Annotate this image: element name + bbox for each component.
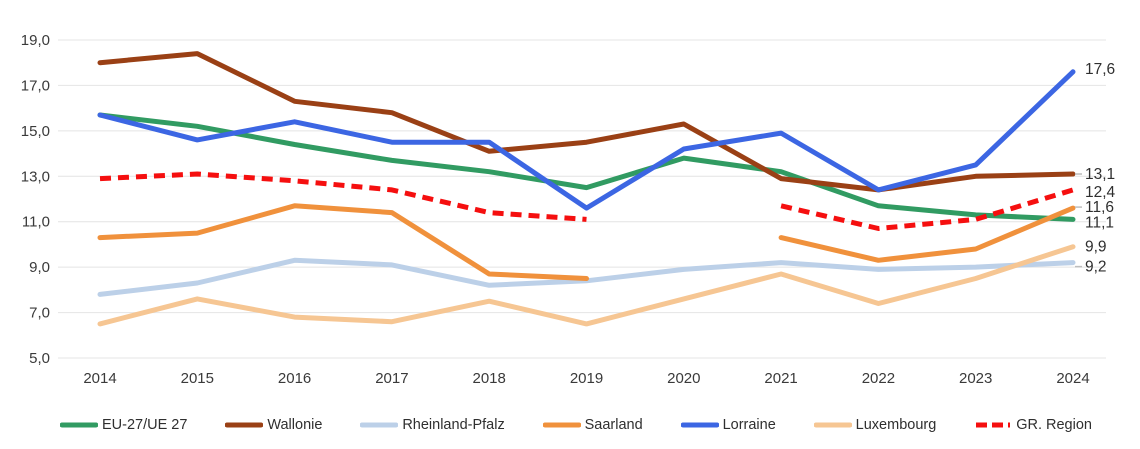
chart-legend: EU-27/UE 27 Wallonie Rheinland-Pfalz Saarla… xyxy=(60,411,1092,439)
legend-label: GR. Region xyxy=(1016,417,1092,433)
end-data-label: 12,4 xyxy=(1085,184,1116,201)
series-line-saarland xyxy=(97,203,1076,281)
legend-swatch-wallonie-line-icon xyxy=(225,422,264,428)
series-line-eu-27-ue-27 xyxy=(97,112,1076,222)
legend-item-lorraine: Lorraine xyxy=(680,417,776,433)
legend-label: Saarland xyxy=(584,417,643,433)
legend-item-saarland: Saarland xyxy=(542,417,643,433)
legend-swatch-gr-region-line-icon xyxy=(976,422,1011,428)
legend-label: Wallonie xyxy=(267,417,323,433)
legend-swatch-saarland-line-icon xyxy=(542,422,581,428)
x-axis-tick-label: 2019 xyxy=(570,370,603,387)
end-data-label: 11,6 xyxy=(1085,199,1114,216)
y-axis-tick-label: 7,0 xyxy=(29,305,50,322)
legend-label: Luxembourg xyxy=(855,417,937,433)
end-data-label: 13,1 xyxy=(1085,166,1115,183)
end-data-label: 17,6 xyxy=(1085,61,1115,78)
y-axis-tick-label: 13,0 xyxy=(21,168,50,185)
series-line-gr-region xyxy=(99,171,1074,231)
series-line-wallonie xyxy=(97,51,1076,193)
legend-label: Lorraine xyxy=(722,417,776,433)
y-axis-tick-label: 15,0 xyxy=(21,123,50,140)
x-axis-tick-label: 2021 xyxy=(764,370,797,387)
end-data-label: 11,1 xyxy=(1085,214,1114,231)
legend-item-rheinland-pfalz: Rheinland-Pfalz xyxy=(360,417,505,433)
series-line-luxembourg xyxy=(97,244,1076,327)
end-data-label: 9,2 xyxy=(1085,259,1107,276)
x-axis-tick-label: 2017 xyxy=(375,370,408,387)
end-data-label: 9,9 xyxy=(1085,239,1107,256)
series-line-lorraine xyxy=(97,69,1076,211)
x-axis-tick-label: 2020 xyxy=(667,370,700,387)
legend-swatch-eu-27-ue-27-line-icon xyxy=(60,422,98,428)
legend-item-gr-region: GR. Region xyxy=(974,417,1092,433)
legend-swatch-lorraine-line-icon xyxy=(680,422,719,428)
x-axis-tick-label: 2014 xyxy=(83,370,116,387)
legend-swatch-rheinland-pfalz-line-icon xyxy=(360,422,399,428)
legend-swatch-luxembourg-line-icon xyxy=(813,422,852,428)
y-axis-tick-label: 11,0 xyxy=(22,214,50,231)
legend-label: Rheinland-Pfalz xyxy=(402,417,505,433)
legend-item-luxembourg: Luxembourg xyxy=(813,417,937,433)
y-axis-tick-label: 19,0 xyxy=(21,32,50,49)
legend-item-wallonie: Wallonie xyxy=(225,417,322,433)
plot-area: 19,0 17,0 15,0 13,0 11,0 9,0 7,0 5,0 2014 2015 201… xyxy=(21,32,1116,387)
x-axis-tick-label: 2016 xyxy=(278,370,311,387)
x-axis-tick-label: 2015 xyxy=(181,370,214,387)
x-axis-tick-label: 2022 xyxy=(862,370,895,387)
x-axis-tick-label: 2018 xyxy=(473,370,506,387)
y-axis-tick-label: 17,0 xyxy=(21,77,50,94)
legend-label: EU-27/UE 27 xyxy=(102,417,188,433)
y-axis-tick-label: 5,0 xyxy=(29,350,50,367)
x-axis-tick-label: 2023 xyxy=(959,370,992,387)
legend-item-eu-27-ue-27: EU-27/UE 27 xyxy=(60,417,187,433)
x-axis-tick-label: 2024 xyxy=(1056,370,1089,387)
y-axis-tick-label: 9,0 xyxy=(29,259,50,276)
